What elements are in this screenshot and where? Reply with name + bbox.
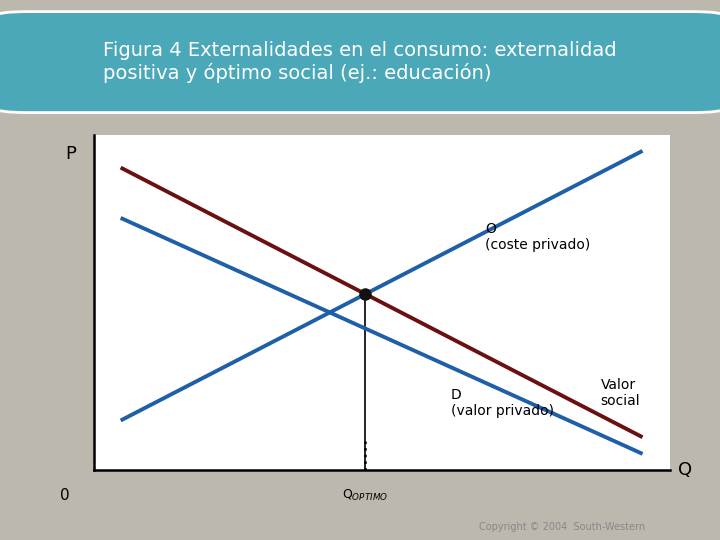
Text: Q$_{OPTIMO}$: Q$_{OPTIMO}$ [342, 488, 389, 503]
Text: Copyright © 2004  South-Western: Copyright © 2004 South-Western [479, 522, 644, 532]
Text: Valor
social: Valor social [600, 377, 640, 408]
Text: Q: Q [678, 461, 693, 479]
Text: 0: 0 [60, 488, 70, 503]
Text: D
(valor privado): D (valor privado) [451, 388, 554, 418]
FancyBboxPatch shape [0, 11, 720, 113]
Text: O
(coste privado): O (coste privado) [485, 222, 590, 252]
Text: Figura 4 Externalidades en el consumo: externalidad
positiva y óptimo social (ej: Figura 4 Externalidades en el consumo: e… [103, 41, 617, 83]
Text: P: P [65, 145, 76, 163]
